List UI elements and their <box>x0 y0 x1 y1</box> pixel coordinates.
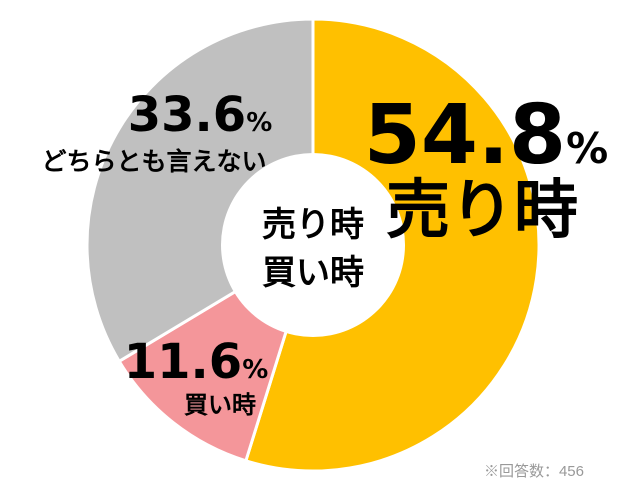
response-count-note: ※回答数：456 <box>483 463 584 480</box>
donut-hole <box>221 153 405 337</box>
buy-percent-label: 11.6% <box>124 334 269 390</box>
neutral-percent-unit: % <box>246 108 272 138</box>
sell-percent-value: 54.8 <box>364 88 566 183</box>
neutral-category-label: どちらとも言えない <box>41 147 266 176</box>
neutral-percent-label: 33.6% <box>128 87 273 143</box>
buy-percent-unit: % <box>242 355 268 385</box>
sell-category-label: 売り時 <box>386 174 578 248</box>
center-label-line2: 買い時 <box>262 253 364 293</box>
buy-percent-value: 11.6 <box>124 334 242 390</box>
buy-category-label: 買い時 <box>184 391 256 419</box>
neutral-percent-value: 33.6 <box>128 87 246 143</box>
sell-percent-unit: % <box>566 124 608 173</box>
center-label-line1: 売り時 <box>262 205 364 245</box>
sell-percent-label: 54.8% <box>364 88 608 183</box>
